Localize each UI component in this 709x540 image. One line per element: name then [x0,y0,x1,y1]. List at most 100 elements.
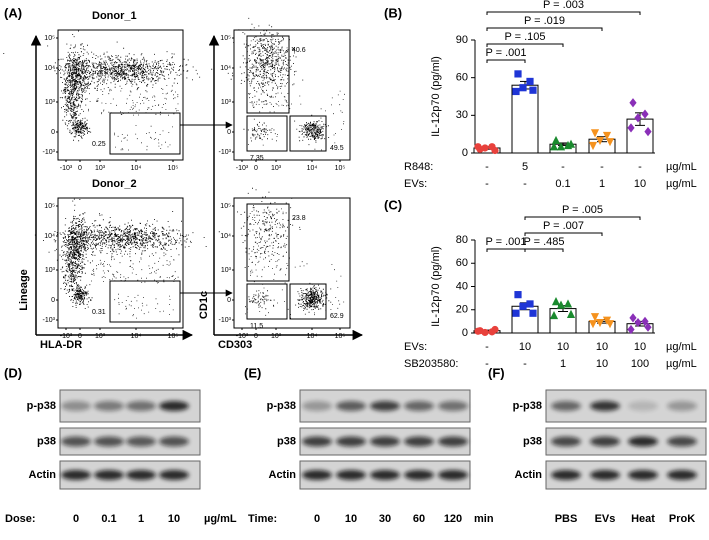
lane-label: 30 [379,513,391,525]
data-point [590,313,600,322]
donor-name: Donor_2 [92,178,137,190]
band [404,470,434,480]
condition-name: EVs: [404,178,427,190]
tick-label: -10³ [219,149,232,156]
p-value: P = .005 [562,204,603,216]
tick-label: 10⁵ [44,203,55,210]
data-point [641,109,649,119]
bracket [486,43,564,47]
band [438,470,468,480]
panel-label: (C) [384,197,402,212]
tick-label: 10³ [95,333,106,340]
condition-value: - [561,161,565,173]
y-tick-label: 60 [456,257,468,269]
row-label: p38 [37,435,56,447]
plot-frame [233,29,351,161]
tick-label: 10⁴ [44,233,55,240]
condition-value: - [600,161,604,173]
condition-name: R848: [404,161,433,173]
tick-label: -10³ [43,149,56,156]
lane-label: 0.1 [101,513,116,525]
band [667,401,697,411]
tick-label: 0 [227,129,231,136]
band [628,470,658,480]
condition-name: EVs: [404,341,427,353]
band [370,436,400,447]
condition-value: - [485,341,489,353]
condition-value: 10 [596,358,608,370]
data-point [644,322,652,332]
tick-label: 10⁵ [335,165,346,172]
tick-label: 0 [254,165,258,172]
tick-label: 0 [51,297,55,304]
condition-value: - [523,178,527,190]
data-point [627,324,635,335]
lane-label: 10 [168,513,180,525]
bracket [524,248,564,252]
lane-label: 1 [138,513,144,525]
condition-unit: µg/mL [666,178,697,190]
condition-value: 5 [522,161,528,173]
axis-label: CD1c [198,291,210,319]
condition-value: 10 [634,341,646,353]
condition-value: - [638,161,642,173]
data-point [556,142,566,151]
band [404,401,434,411]
data-point [526,300,534,308]
tick-label: -10³ [236,333,249,340]
gate-value: 0.25 [92,141,106,148]
band [126,436,156,447]
tick-label: 10⁴ [44,65,55,72]
lane-label: PBS [555,513,578,525]
tick-label: 10⁵ [220,203,231,210]
row-label: p-p38 [267,400,296,412]
axis-label: HLA-DR [40,339,82,351]
data-point [566,139,576,148]
data-point [481,144,489,152]
data-point [512,309,520,317]
row-label: p38 [523,435,542,447]
row-label: Actin [515,469,543,481]
y-tick-label: 20 [456,304,468,316]
data-point [644,127,652,137]
y-axis-label: IL-12p70 (pg/ml) [430,56,442,137]
axis-label: Lineage [18,269,30,311]
y-tick-label: 0 [462,147,468,159]
tick-label: 10⁵ [335,333,346,340]
band [61,436,91,447]
gate-value: 0.31 [92,309,106,316]
y-tick-label: 80 [456,234,468,246]
p-value: P = .003 [543,0,584,11]
data-point [595,318,605,328]
lane-label: ProK [669,513,695,525]
lane-prefix: Dose: [5,513,36,525]
tick-label: -10³ [60,165,73,172]
row-label: p-p38 [513,400,542,412]
panel-label: (A) [4,5,22,20]
band [61,401,91,411]
tick-label: -10³ [43,317,56,324]
data-point [529,86,537,94]
data-point [474,143,482,151]
gate [246,283,288,320]
bracket [524,216,641,220]
band [551,401,581,411]
tick-label: 10³ [221,99,232,106]
lane-label: EVs [595,513,616,525]
tick-label: 0 [78,333,82,340]
y-axis-label: IL-12p70 (pg/ml) [430,246,442,327]
band [590,470,620,480]
row-label: Actin [269,469,297,481]
p-value: P = .485 [523,236,564,248]
tick-label: 10⁴ [220,233,231,240]
tick-label: 10⁴ [220,65,231,72]
tick-label: 10³ [221,267,232,274]
condition-value: 1 [560,358,566,370]
p-value: P = .001 [485,47,526,59]
data-point [514,70,522,78]
data-point [566,309,576,318]
bracket [524,232,603,236]
dots [227,17,345,151]
data-point [529,309,537,317]
